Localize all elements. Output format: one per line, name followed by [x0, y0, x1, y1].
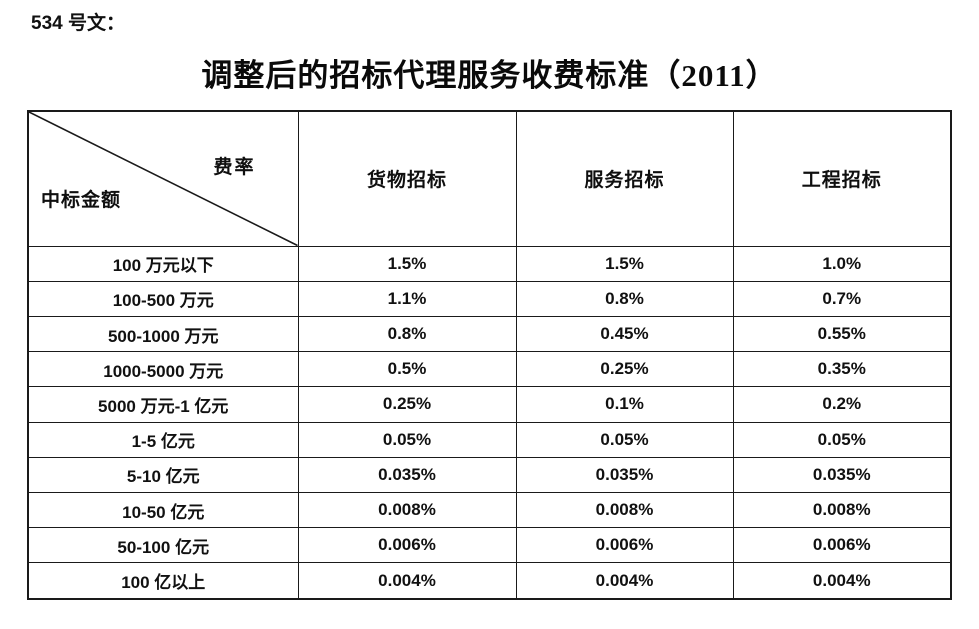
table-row: 1000-5000 万元 0.5% 0.25% 0.35% — [27, 351, 952, 388]
row-label-cell: 50-100 亿元 — [27, 527, 299, 564]
corner-label-rate: 费率 — [213, 157, 256, 178]
row-label-cell: 100-500 万元 — [27, 280, 299, 317]
rate-cell-engineering: 0.7% — [732, 280, 952, 317]
diagonal-divider-line — [29, 112, 297, 245]
row-label-cell: 1-5 亿元 — [27, 421, 299, 458]
table-row: 10-50 亿元 0.008% 0.008% 0.008% — [27, 492, 952, 529]
doc-number-label: 534 号文： — [31, 13, 125, 34]
row-label-cell: 100 万元以下 — [27, 245, 299, 282]
table-row: 100 亿以上 0.004% 0.004% 0.004% — [27, 562, 952, 600]
row-label-cell: 1000-5000 万元 — [27, 351, 299, 388]
page-title: 调整后的招标代理服务收费标准（2011） — [201, 58, 778, 93]
rate-cell-service: 0.006% — [515, 527, 734, 564]
row-label-cell: 10-50 亿元 — [27, 492, 299, 529]
row-label-cell: 500-1000 万元 — [27, 315, 299, 353]
rate-cell-service: 0.8% — [515, 280, 734, 317]
row-label-cell: 5-10 亿元 — [27, 456, 299, 494]
rate-cell-engineering: 0.2% — [732, 386, 952, 423]
rate-cell-goods: 0.004% — [297, 562, 517, 600]
row-label-cell: 5000 万元-1 亿元 — [27, 386, 299, 423]
table-row: 5-10 亿元 0.035% 0.035% 0.035% — [27, 456, 952, 494]
corner-header-cell: 费率 中标金额 — [27, 110, 299, 247]
row-label-cell: 100 亿以上 — [27, 562, 299, 600]
rate-cell-service: 0.008% — [515, 492, 734, 529]
table-row: 1-5 亿元 0.05% 0.05% 0.05% — [27, 421, 952, 458]
rate-cell-goods: 1.1% — [297, 280, 517, 317]
rate-cell-engineering: 0.008% — [732, 492, 952, 529]
rate-cell-service: 0.035% — [515, 456, 734, 494]
rate-cell-engineering: 0.05% — [732, 421, 952, 458]
rate-cell-service: 0.25% — [515, 351, 734, 388]
rate-cell-service: 0.45% — [515, 315, 734, 353]
table-row: 500-1000 万元 0.8% 0.45% 0.55% — [27, 315, 952, 353]
rate-cell-service: 0.1% — [515, 386, 734, 423]
rate-cell-engineering: 0.006% — [732, 527, 952, 564]
column-header-engineering: 工程招标 — [732, 110, 952, 247]
rate-cell-goods: 0.8% — [297, 315, 517, 353]
rate-table-body: 100 万元以下 1.5% 1.5% 1.0% 100-500 万元 1.1% 0.8% 0.… — [27, 245, 952, 600]
column-header-goods: 货物招标 — [297, 110, 517, 247]
table-row: 100 万元以下 1.5% 1.5% 1.0% — [27, 245, 952, 282]
corner-label-amount: 中标金额 — [41, 190, 122, 211]
rate-cell-engineering: 0.035% — [732, 456, 952, 494]
rate-cell-goods: 1.5% — [297, 245, 517, 282]
fee-rate-table: 费率 中标金额 货物招标 服务招标 工程招标 100 万元以下 1.5% 1.5% 1… — [27, 110, 952, 600]
table-row: 100-500 万元 1.1% 0.8% 0.7% — [27, 280, 952, 317]
rate-cell-goods: 0.25% — [297, 386, 517, 423]
rate-cell-engineering: 1.0% — [732, 245, 952, 282]
rate-cell-goods: 0.006% — [297, 527, 517, 564]
rate-cell-goods: 0.008% — [297, 492, 517, 529]
column-header-service: 服务招标 — [515, 110, 734, 247]
rate-cell-goods: 0.5% — [297, 351, 517, 388]
rate-cell-engineering: 0.55% — [732, 315, 952, 353]
table-header-row: 费率 中标金额 货物招标 服务招标 工程招标 — [27, 110, 952, 247]
table-row: 50-100 亿元 0.006% 0.006% 0.006% — [27, 527, 952, 564]
rate-cell-engineering: 0.35% — [732, 351, 952, 388]
rate-cell-goods: 0.035% — [297, 456, 517, 494]
rate-cell-engineering: 0.004% — [732, 562, 952, 600]
rate-cell-service: 0.004% — [515, 562, 734, 600]
rate-cell-service: 1.5% — [515, 245, 734, 282]
rate-cell-service: 0.05% — [515, 421, 734, 458]
rate-cell-goods: 0.05% — [297, 421, 517, 458]
table-row: 5000 万元-1 亿元 0.25% 0.1% 0.2% — [27, 386, 952, 423]
